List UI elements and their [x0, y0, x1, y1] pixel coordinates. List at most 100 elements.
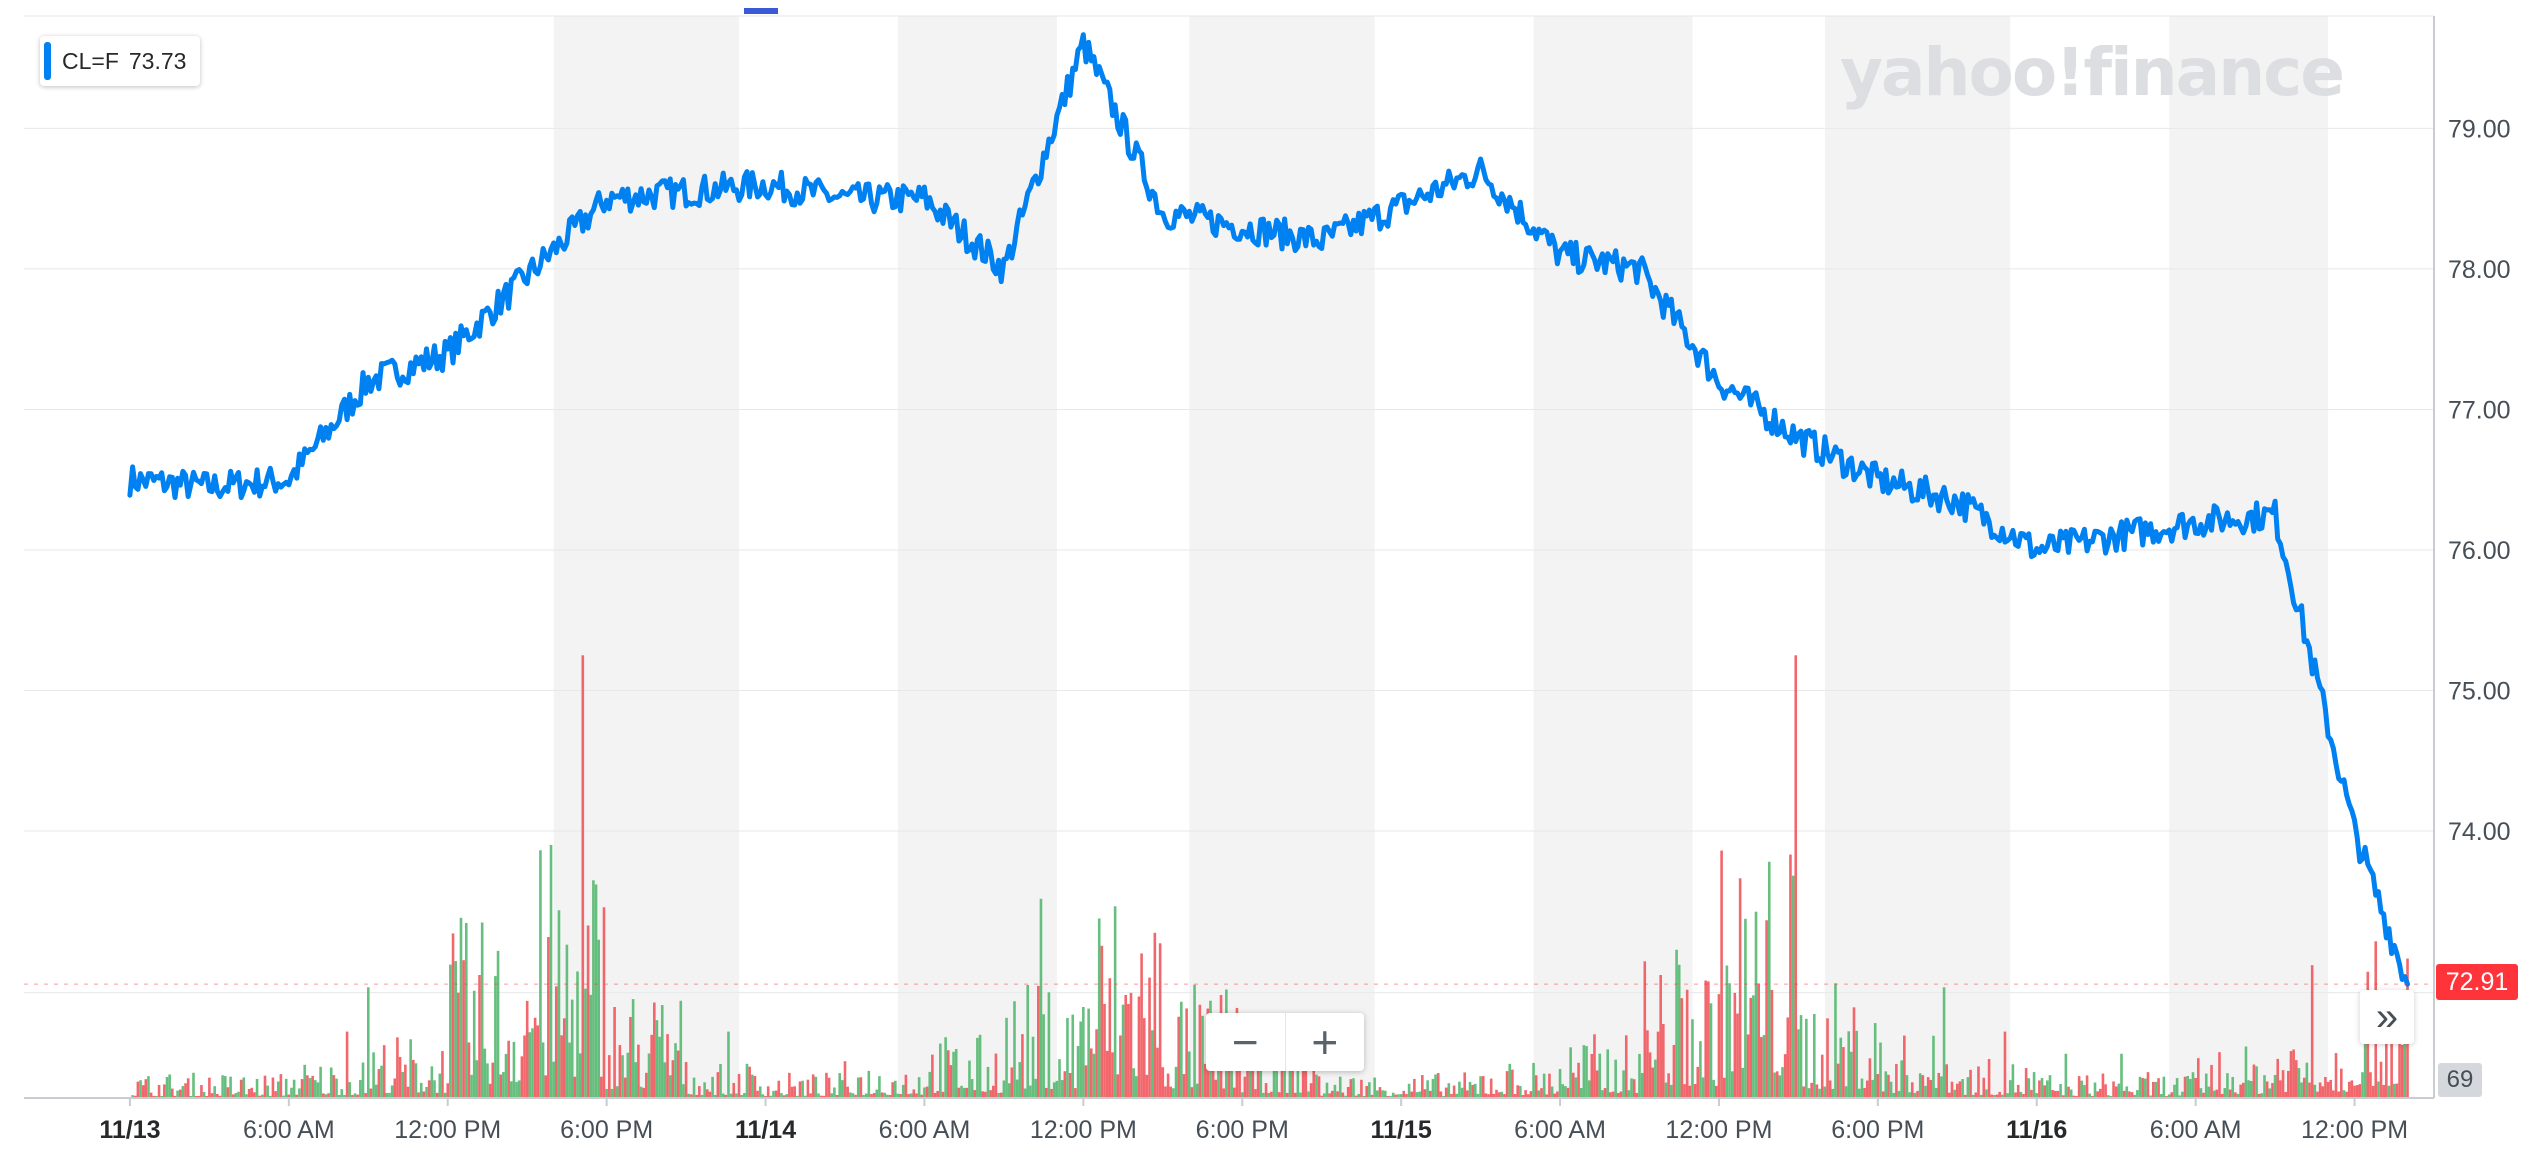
- volume-bar: [695, 1094, 698, 1098]
- volume-bar: [1423, 1089, 1427, 1098]
- volume-bar: [1150, 1030, 1154, 1098]
- volume-bar: [2300, 1082, 2303, 1098]
- volume-bar: [457, 992, 460, 1098]
- volume-bar: [1558, 1068, 1562, 1098]
- volume-bar: [176, 1090, 179, 1098]
- volume-bar: [735, 1093, 738, 1098]
- volume-bar: [1487, 1094, 1490, 1098]
- volume-bar: [343, 1094, 346, 1098]
- volume-bar: [2276, 1058, 2280, 1098]
- volume-bar: [1060, 1080, 1064, 1098]
- volume-bar: [494, 976, 497, 1098]
- volume-bar: [1783, 1054, 1787, 1098]
- volume-bar: [192, 1072, 195, 1098]
- volume-bar: [2324, 1077, 2327, 1098]
- volume-bar: [957, 1087, 961, 1098]
- volume-bar: [515, 1081, 518, 1098]
- volume-bar: [2289, 1051, 2293, 1098]
- volume-bar: [1497, 1092, 1501, 1098]
- volume-bar: [184, 1083, 187, 1098]
- volume-bar: [1762, 1035, 1766, 1098]
- volume-bar: [1635, 1092, 1639, 1098]
- volume-bar: [1076, 1045, 1080, 1098]
- volume-bar: [1696, 1066, 1700, 1098]
- series-legend[interactable]: CL=F 73.73: [40, 36, 201, 86]
- y-tick-label: 79.00: [2448, 115, 2511, 143]
- volume-bar: [708, 1091, 712, 1098]
- zoom-out-button[interactable]: −: [1206, 1013, 1286, 1071]
- volume-bar: [1243, 1076, 1247, 1098]
- volume-bar: [1672, 1044, 1676, 1098]
- volume-bar: [555, 986, 558, 1098]
- volume-bar: [647, 1053, 651, 1098]
- volume-bar: [525, 1000, 529, 1098]
- volume-bar: [639, 1086, 643, 1098]
- volume-bar: [321, 1093, 325, 1098]
- volume-bar: [2173, 1084, 2176, 1098]
- volume-bar: [637, 1044, 640, 1098]
- volume-bar: [202, 1091, 206, 1098]
- volume-bar: [623, 1077, 627, 1098]
- volume-bar: [2130, 1092, 2134, 1098]
- volume-bar: [393, 1078, 397, 1098]
- volume-bar: [809, 1093, 812, 1098]
- volume-bar: [984, 1091, 987, 1098]
- volume-bar: [2361, 1072, 2364, 1098]
- volume-bar: [965, 1087, 969, 1098]
- volume-bar: [200, 1085, 203, 1098]
- volume-bar: [1786, 1017, 1790, 1098]
- volume-bar: [364, 1093, 367, 1098]
- volume-bar: [139, 1080, 142, 1098]
- volume-bar: [406, 1086, 410, 1098]
- volume-bar: [2149, 1095, 2152, 1098]
- volume-bar: [663, 1062, 667, 1098]
- volume-bar: [705, 1089, 709, 1098]
- volume-bar: [1484, 1093, 1488, 1098]
- volume-bar: [1450, 1093, 1453, 1098]
- volume-bar: [1529, 1091, 1533, 1098]
- volume-bar: [912, 1089, 916, 1098]
- volume-bar: [155, 1095, 158, 1098]
- volume-bar: [1458, 1081, 1461, 1098]
- volume-bar: [1918, 1073, 1922, 1098]
- volume-bar: [888, 1094, 892, 1098]
- volume-bar: [1240, 1092, 1244, 1098]
- volume-bar: [1029, 1085, 1032, 1098]
- volume-bar: [335, 1078, 338, 1098]
- volume-bar: [1407, 1083, 1411, 1098]
- volume-bar: [597, 939, 600, 1098]
- volume-bar: [1227, 1066, 1231, 1098]
- volume-bar: [1855, 1030, 1858, 1098]
- volume-bar: [994, 1053, 998, 1098]
- volume-bar: [2358, 1084, 2362, 1098]
- volume-bar: [451, 933, 455, 1098]
- volume-bar: [1272, 1061, 1276, 1098]
- volume-bar: [878, 1076, 881, 1098]
- volume-bar: [833, 1087, 836, 1098]
- volume-bar: [1354, 1095, 1358, 1098]
- volume-bar: [541, 1042, 545, 1098]
- volume-bar: [1614, 1059, 1617, 1098]
- volume-bar: [1669, 1084, 1673, 1098]
- volume-bar: [496, 950, 500, 1098]
- volume-bar: [901, 1084, 905, 1098]
- volume-bar: [1553, 1093, 1557, 1098]
- volume-bar: [933, 1092, 937, 1098]
- volume-bar: [1834, 983, 1837, 1098]
- volume-bar: [2318, 1082, 2322, 1098]
- volume-bar: [194, 1095, 198, 1098]
- volume-bar: [1100, 945, 1104, 1098]
- zoom-in-button[interactable]: +: [1311, 1016, 1339, 1068]
- volume-bar: [1662, 1024, 1665, 1098]
- volume-bar: [811, 1074, 815, 1098]
- volume-bar: [1285, 1092, 1289, 1098]
- volume-bar: [290, 1087, 293, 1098]
- volume-bar: [253, 1092, 256, 1098]
- volume-bar: [2363, 1003, 2367, 1098]
- expand-chart-icon[interactable]: »: [2360, 990, 2414, 1044]
- volume-bar: [660, 1005, 664, 1098]
- volume-bar: [2170, 1092, 2174, 1098]
- volume-bar: [327, 1093, 330, 1098]
- volume-bar: [618, 1045, 622, 1098]
